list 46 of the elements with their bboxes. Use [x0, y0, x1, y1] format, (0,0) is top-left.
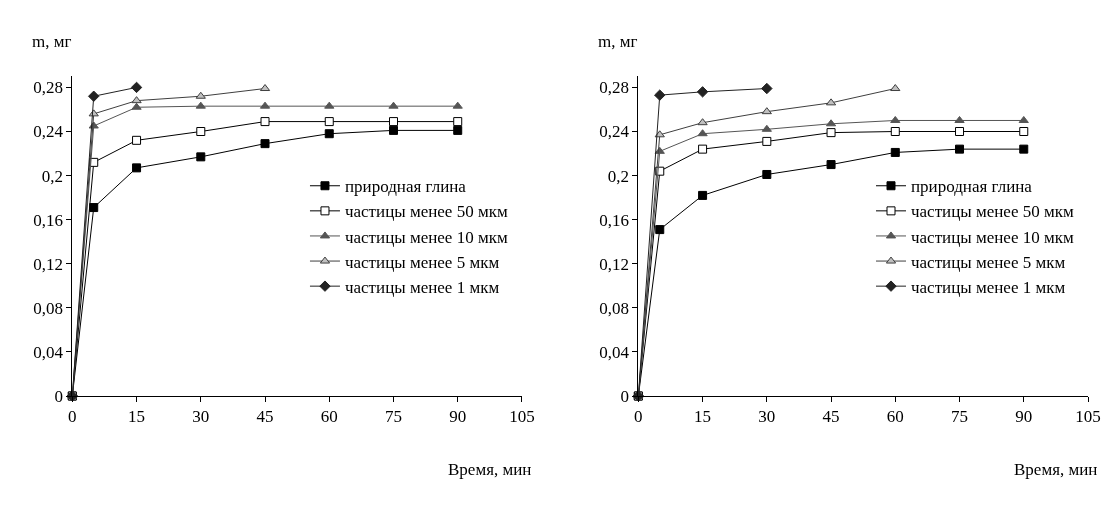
x-tick-label: 45: [256, 407, 274, 427]
y-tick-label: 0,2: [41, 166, 63, 186]
legend-label: частицы менее 1 мкм: [911, 277, 1066, 297]
x-tick-label: 60: [320, 407, 338, 427]
legend-label: частицы менее 50 мкм: [911, 202, 1074, 222]
y-tick-label: 0,12: [599, 254, 629, 274]
y-tick-label: 0,24: [599, 122, 630, 142]
x-axis-title: Время, мин: [448, 460, 532, 479]
y-tick-label: 0: [54, 386, 63, 406]
x-tick-label: 45: [822, 407, 840, 427]
legend-label: частицы менее 5 мкм: [344, 252, 500, 272]
x-tick-label: 15: [128, 407, 146, 427]
x-tick-label: 30: [192, 407, 210, 427]
x-tick-label: 15: [694, 407, 712, 427]
x-tick-label: 90: [1015, 407, 1033, 427]
legend-label: частицы менее 10 мкм: [911, 227, 1074, 247]
y-tick-label: 0: [620, 386, 629, 406]
x-tick-label: 0: [68, 407, 77, 427]
y-tick-label: 0,08: [599, 298, 629, 318]
x-tick-label: 30: [758, 407, 776, 427]
x-tick-label: 90: [449, 407, 467, 427]
y-tick-label: 0,2: [607, 166, 629, 186]
x-tick-label: 105: [509, 407, 535, 427]
legend-label: частицы менее 1 мкм: [344, 277, 500, 297]
legend-label: частицы менее 50 мкм: [344, 202, 508, 222]
y-tick-label: 0,16: [33, 210, 63, 230]
x-tick-label: 105: [1075, 407, 1101, 427]
y-tick-label: 0,04: [599, 342, 630, 362]
legend-label: природная глина: [911, 177, 1033, 197]
y-axis-title: m, мг: [32, 32, 72, 51]
y-tick-label: 0,16: [599, 210, 629, 230]
legend-label: частицы менее 5 мкм: [911, 252, 1066, 272]
y-axis-title: m, мг: [598, 32, 638, 51]
y-tick-label: 0,12: [33, 254, 63, 274]
y-tick-label: 0,08: [33, 298, 63, 318]
x-tick-label: 75: [385, 407, 402, 427]
y-tick-label: 0,24: [33, 122, 64, 142]
legend-label: частицы менее 10 мкм: [344, 227, 508, 247]
y-tick-label: 0,28: [599, 78, 629, 98]
x-tick-label: 75: [951, 407, 969, 427]
x-tick-label: 60: [886, 407, 904, 427]
y-tick-label: 0,28: [33, 78, 63, 98]
legend-label: природная глина: [344, 177, 467, 197]
x-axis-title: Время, мин: [1014, 460, 1098, 479]
y-tick-label: 0,04: [33, 342, 64, 362]
x-tick-label: 0: [634, 407, 643, 427]
